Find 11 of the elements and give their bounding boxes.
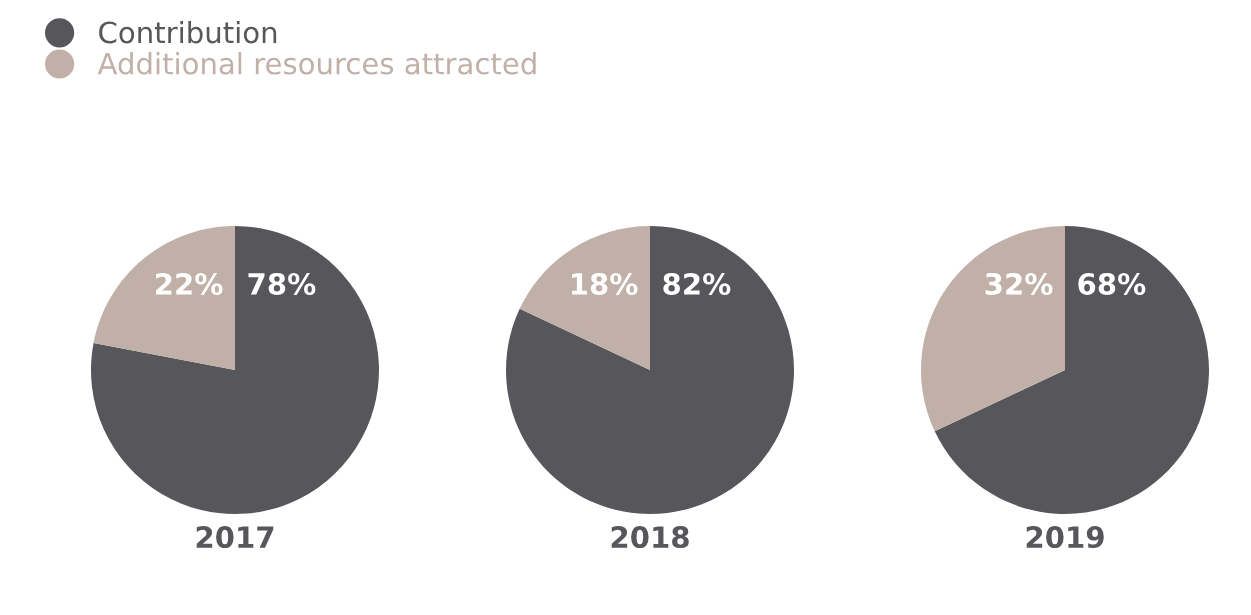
data-label: 78% bbox=[248, 272, 316, 295]
legend-label: Additional resources attracted bbox=[97, 52, 536, 75]
text: 2017 bbox=[196, 526, 274, 549]
data-label: 22% bbox=[155, 272, 223, 295]
data-label: 82% bbox=[663, 272, 731, 295]
data-label: 32% bbox=[985, 272, 1053, 295]
text: 2018 bbox=[611, 526, 689, 549]
text: 2019 bbox=[1026, 526, 1104, 549]
data-label: 68% bbox=[1078, 272, 1146, 295]
legend-label: Contribution bbox=[99, 20, 277, 44]
data-label: 18% bbox=[571, 272, 638, 295]
